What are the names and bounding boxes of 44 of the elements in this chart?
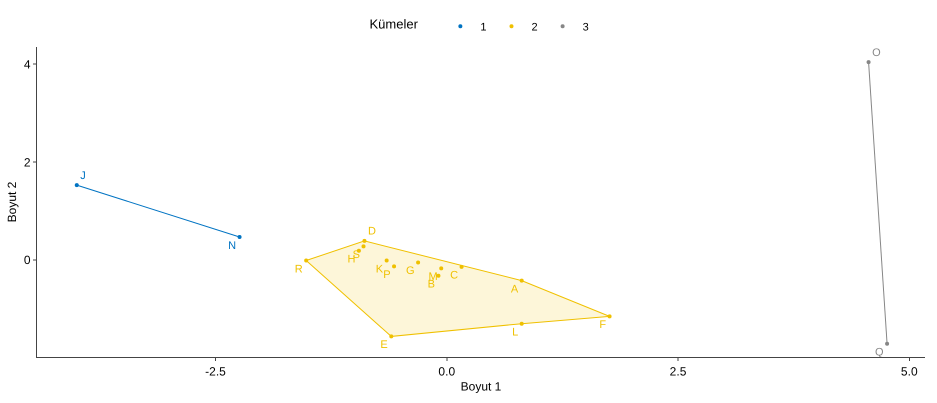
- data-label: N: [228, 240, 236, 252]
- data-label: K: [376, 263, 384, 276]
- data-label: L: [512, 326, 518, 338]
- data-label: C: [450, 270, 458, 282]
- legend-label: 1: [480, 22, 486, 34]
- data-label: F: [599, 319, 606, 332]
- data-label: P: [383, 269, 391, 282]
- point: [392, 264, 396, 268]
- x-tick-label: -2.5: [205, 364, 226, 378]
- point: [389, 334, 394, 338]
- point: [460, 264, 464, 269]
- point: [866, 60, 871, 64]
- legend-label: 3: [582, 22, 589, 34]
- data-label: Q: [875, 346, 884, 359]
- data-label: J: [80, 170, 86, 182]
- y-tick-label: 0: [24, 253, 31, 268]
- data-label: D: [368, 226, 376, 238]
- x-axis-title: Boyut 1: [460, 379, 502, 394]
- point: [362, 244, 366, 248]
- data-label: B: [428, 278, 435, 290]
- point: [520, 278, 524, 283]
- x-tick-label: 2.5: [670, 364, 687, 378]
- point: [608, 314, 612, 318]
- point: [238, 235, 242, 240]
- point: [362, 238, 366, 243]
- legend-title: Kümeler: [370, 16, 432, 32]
- point: [74, 183, 79, 188]
- point: [416, 260, 420, 264]
- point: [520, 322, 524, 326]
- point: [304, 258, 308, 263]
- y-axis-title: Boyut 2: [5, 181, 20, 222]
- legend-label: 2: [531, 22, 538, 34]
- y-tick-label: 4: [24, 57, 31, 72]
- data-label: R: [294, 263, 303, 276]
- point: [885, 342, 890, 346]
- data-label: G: [406, 265, 415, 278]
- data-label: O: [872, 46, 882, 59]
- y-tick-label: 2: [24, 155, 31, 170]
- data-label: A: [510, 283, 519, 296]
- point: [384, 258, 389, 263]
- point: [439, 266, 444, 270]
- x-tick-label: 5.0: [900, 364, 918, 378]
- x-tick-label: 0.0: [438, 364, 456, 378]
- data-label: E: [380, 339, 388, 352]
